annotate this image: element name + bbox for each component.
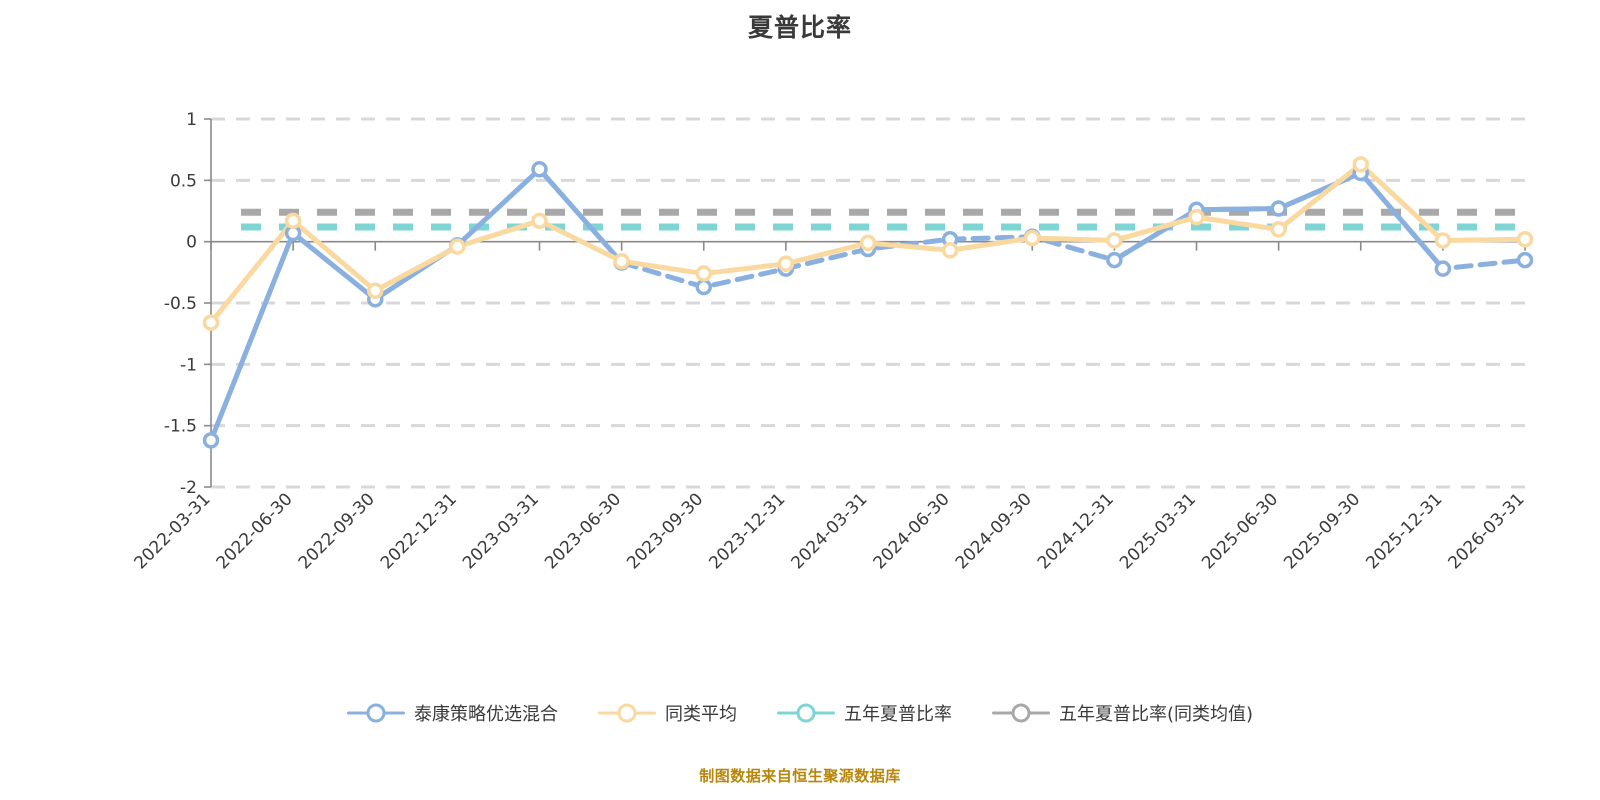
page-title: 夏普比率 bbox=[747, 13, 852, 42]
y-axis-tick-label: -2 bbox=[180, 478, 197, 498]
data-point-marker bbox=[1516, 230, 1534, 248]
data-series bbox=[202, 156, 1534, 449]
x-axis-tick-label: 2022-09-30 bbox=[295, 489, 379, 573]
x-axis-tick-label: 2023-03-31 bbox=[459, 489, 543, 573]
legend-item-label: 五年夏普比率 bbox=[843, 704, 952, 725]
legend-dot-swatch bbox=[1011, 703, 1031, 723]
legend-item-label: 五年夏普比率(同类均值) bbox=[1058, 704, 1254, 725]
legend-item-label: 泰康策略优选混合 bbox=[413, 704, 558, 725]
data-point-marker bbox=[202, 314, 220, 331]
data-point-marker bbox=[1270, 221, 1287, 238]
x-axis-tick-label: 2024-12-31 bbox=[1034, 489, 1118, 573]
x-axis-tick-label: 2025-09-30 bbox=[1280, 489, 1364, 573]
x-axis-tick-label: 2024-03-31 bbox=[788, 489, 872, 573]
data-point-marker bbox=[449, 238, 466, 255]
chart-legend: 泰康策略优选混合 同类平均 五年夏普比率 五年夏普比率(同类均值) bbox=[0, 700, 1600, 726]
data-point-marker bbox=[531, 212, 548, 230]
legend-item-0[interactable]: 泰康策略优选混合 bbox=[346, 700, 558, 726]
legend-marker-icon bbox=[597, 702, 656, 724]
x-axis-tick-label: 2026-03-31 bbox=[1445, 489, 1529, 573]
x-axis-tick-label: 2023-06-30 bbox=[541, 489, 625, 573]
grid-lines bbox=[211, 117, 1525, 489]
data-point-marker bbox=[284, 212, 302, 230]
reference-lines bbox=[241, 208, 1525, 231]
data-point-marker bbox=[859, 234, 877, 252]
x-axis-tick-labels: 2022-03-312022-06-302022-09-302022-12-31… bbox=[131, 489, 1529, 573]
data-point-marker bbox=[202, 432, 220, 449]
legend-item-3[interactable]: 五年夏普比率(同类均值) bbox=[991, 700, 1254, 726]
y-axis-tick-label: -0.5 bbox=[164, 294, 197, 314]
data-point-marker bbox=[1188, 208, 1205, 226]
legend-marker-icon bbox=[776, 702, 835, 724]
data-point-marker bbox=[1024, 229, 1041, 247]
x-axis-tick-label: 2022-03-31 bbox=[131, 489, 215, 573]
data-point-marker bbox=[1434, 232, 1452, 249]
legend-marker-icon bbox=[346, 702, 405, 724]
legend-item-label: 同类平均 bbox=[664, 704, 737, 725]
y-axis-tick-label: 1 bbox=[186, 110, 197, 130]
legend-dot-swatch bbox=[617, 703, 637, 723]
y-axis-tick-label: -1.5 bbox=[164, 417, 197, 437]
y-axis-tick-labels: 1 0.5 0 -0.5 -1 -1.5 -2 bbox=[164, 110, 197, 498]
y-axis-tick-label: 0 bbox=[186, 233, 197, 253]
x-axis-tick-label: 2024-06-30 bbox=[870, 489, 954, 573]
legend-item-2[interactable]: 五年夏普比率 bbox=[776, 700, 952, 726]
data-point-marker bbox=[1106, 232, 1123, 249]
data-point-marker bbox=[1106, 251, 1123, 269]
data-point-marker bbox=[695, 278, 712, 296]
data-point-marker bbox=[1516, 251, 1534, 269]
x-axis-tick-label: 2025-12-31 bbox=[1362, 489, 1446, 573]
legend-dot-swatch bbox=[796, 703, 816, 723]
data-point-marker bbox=[613, 253, 630, 270]
y-axis-tick-label: -1 bbox=[180, 355, 197, 375]
x-axis-tick-label: 2022-06-30 bbox=[213, 489, 297, 573]
legend-dot-swatch bbox=[366, 703, 386, 723]
y-axis-tick-label: 0.5 bbox=[170, 171, 197, 191]
x-axis-tick-label: 2023-12-31 bbox=[705, 489, 789, 573]
data-point-marker bbox=[1270, 200, 1287, 217]
data-point-marker bbox=[695, 265, 712, 282]
legend-item-1[interactable]: 同类平均 bbox=[597, 700, 737, 726]
legend-marker-icon bbox=[991, 702, 1050, 724]
x-axis-tick-label: 2025-03-31 bbox=[1116, 489, 1200, 573]
x-axis-tick-label: 2023-09-30 bbox=[623, 489, 707, 573]
data-point-marker bbox=[1352, 156, 1369, 173]
data-source-note: 制图数据来自恒生聚源数据库 bbox=[699, 767, 901, 785]
x-axis-tick-label: 2024-09-30 bbox=[952, 489, 1036, 573]
data-point-marker bbox=[941, 242, 959, 259]
data-point-marker bbox=[1434, 260, 1452, 277]
data-point-marker bbox=[367, 282, 384, 299]
data-point-marker bbox=[531, 161, 548, 178]
x-axis-tick-label: 2022-12-31 bbox=[377, 489, 461, 573]
data-point-marker bbox=[777, 255, 795, 272]
x-axis-tick-label: 2025-06-30 bbox=[1198, 489, 1282, 573]
